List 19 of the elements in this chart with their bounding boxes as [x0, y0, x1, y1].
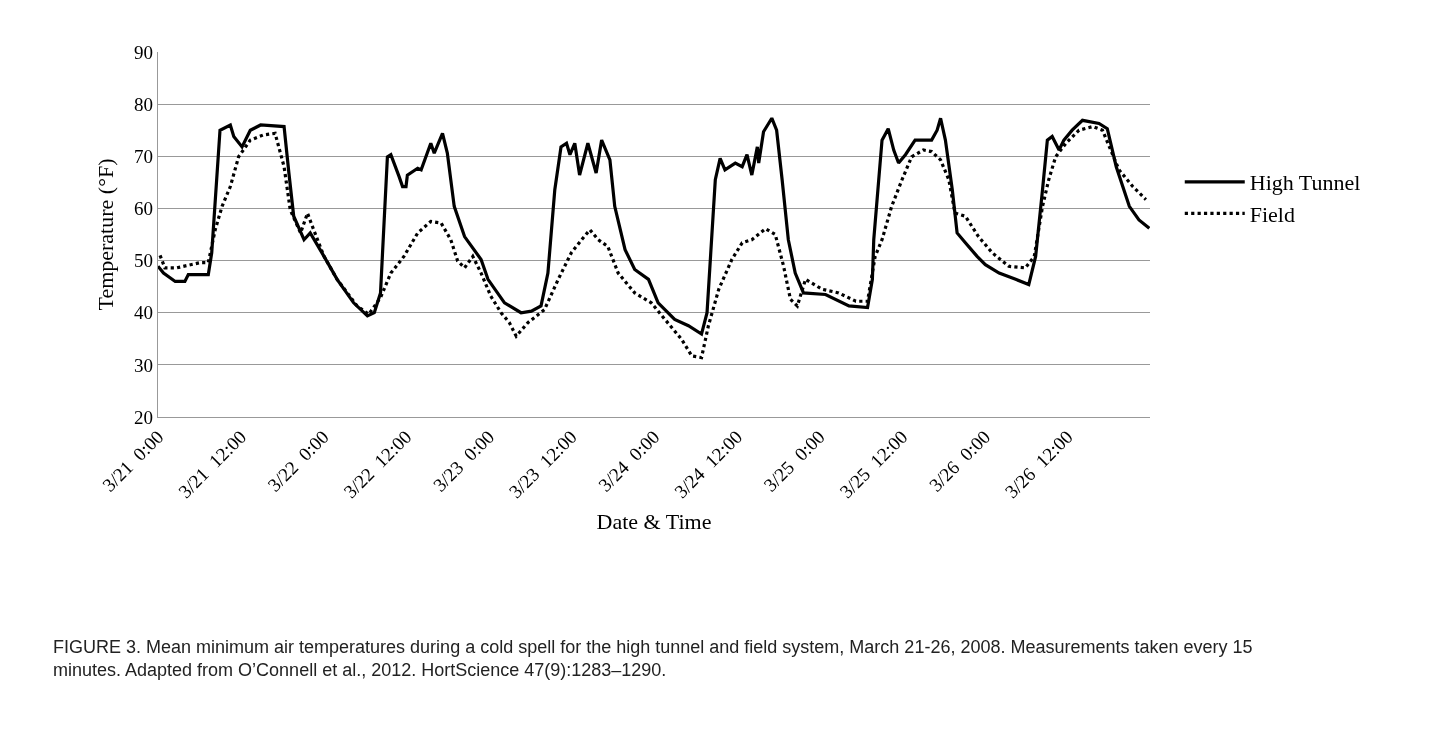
y-tick-label: 60 [134, 198, 154, 220]
legend-label: High Tunnel [1249, 170, 1361, 196]
x-tick-label: 3/23 0:00 [428, 426, 499, 496]
legend-label: Field [1249, 201, 1295, 227]
y-tick-label: 80 [134, 93, 154, 115]
x-tick-label: 3/21 0:00 [98, 426, 168, 496]
x-tick-label: 3/25 0:00 [759, 426, 829, 496]
y-tick-label: 20 [134, 406, 154, 428]
x-axis-title: Date & Time [596, 509, 712, 535]
x-tick-label: 3/24 0:00 [594, 426, 664, 496]
y-tick-label: 90 [134, 41, 154, 63]
y-axis-title: Temperature (°F) [92, 158, 118, 311]
x-tick-label: 3/26 0:00 [924, 426, 995, 496]
y-tick-label: 70 [134, 145, 154, 167]
x-tick-label: 3/22 0:00 [263, 426, 333, 496]
y-tick-label: 30 [134, 354, 154, 376]
y-tick-label: 50 [134, 250, 154, 272]
caption: FIGURE 3. Mean minimum air temperatures during a cold spell for the high tunnel and field system, March 21-26, 2008. Measurements taken every 15 minutes. Adapted from O’Connell et al., 2012. HortScience 47(9):1283–1290. [53, 637, 1253, 681]
y-tick-label: 40 [134, 302, 154, 324]
